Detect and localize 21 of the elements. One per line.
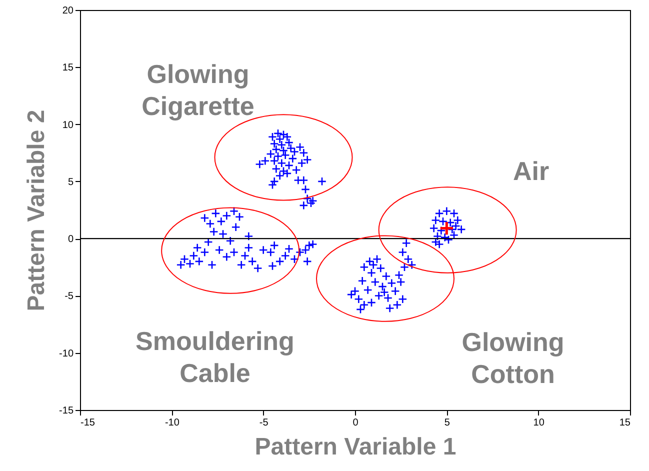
- y-tick-label: 5: [68, 176, 74, 188]
- x-tick-label: -5: [259, 418, 269, 428]
- x-tick-label: -15: [80, 418, 96, 428]
- annotation: Smouldering Cable: [136, 326, 294, 388]
- x-tick-label: 0: [352, 418, 359, 428]
- annotation: Glowing Cigarette: [142, 59, 254, 121]
- annotation: Glowing Cotton: [462, 327, 564, 389]
- x-tick-label: 15: [619, 418, 631, 428]
- x-tick-label: -10: [164, 418, 180, 428]
- y-tick-label: 15: [62, 62, 74, 74]
- x-tick-label: 5: [444, 418, 450, 428]
- y-tick-label: -15: [59, 406, 74, 416]
- y-tick-label: 10: [62, 120, 74, 131]
- y-tick-label: -10: [59, 348, 74, 360]
- x-axis-title: Pattern Variable 1: [254, 434, 456, 460]
- y-tick-label: 20: [62, 6, 74, 16]
- y-axis-title: Pattern Variable 2: [23, 110, 50, 312]
- x-tick-label: 10: [533, 418, 545, 428]
- annotation: Air: [512, 156, 550, 186]
- y-tick-label: 0: [68, 234, 74, 246]
- y-tick-label: -5: [64, 291, 74, 302]
